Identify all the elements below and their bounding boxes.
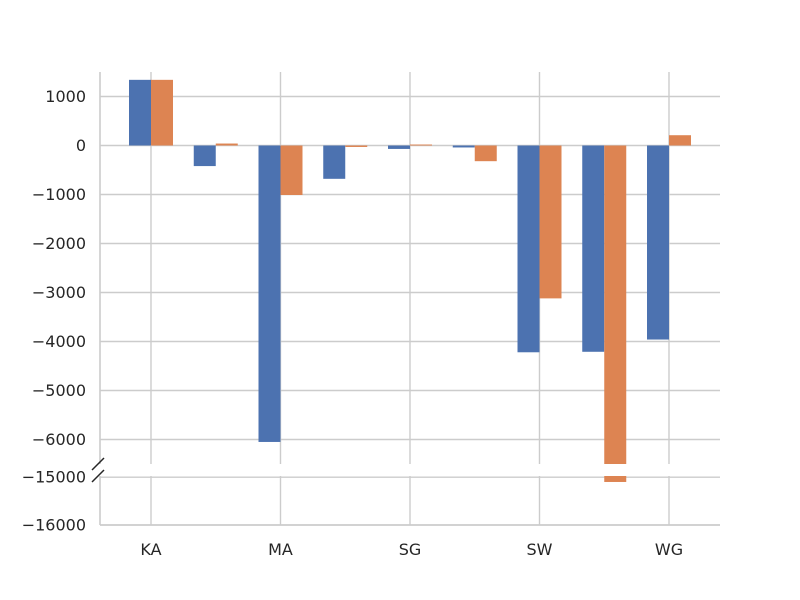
bar-series2: [604, 145, 627, 464]
axes-layer: [91, 72, 720, 526]
x-tick-label: KA: [140, 540, 161, 559]
x-tick-label: SG: [399, 540, 422, 559]
labels-layer: 1000 0 −1000 −2000 −3000 −4000 −5000 −6000 −1500…: [22, 87, 683, 559]
y-tick-label: −5000: [32, 381, 86, 400]
x-tick-label: SW: [527, 540, 553, 559]
grid-layer: [100, 72, 720, 526]
bar-series1: [129, 79, 151, 146]
bar-series2: [215, 143, 238, 146]
bar-series1: [647, 145, 669, 340]
bar-series1: [388, 145, 410, 149]
y-tick-label: −3000: [32, 283, 86, 302]
bar-series2: [280, 145, 303, 195]
y-tick-label: −1000: [32, 185, 86, 204]
bar-series1: [582, 145, 605, 352]
axis-break-mark: [91, 457, 105, 471]
y-tick-label: −6000: [32, 430, 86, 449]
axis-break-mark: [91, 469, 105, 483]
bar-series1: [193, 145, 216, 167]
y-tick-label: −2000: [32, 234, 86, 253]
bar-series2: [669, 135, 691, 146]
y-tick-label: −4000: [32, 332, 86, 351]
bar-series1: [323, 145, 346, 179]
bar-series2: [345, 145, 368, 147]
y-tick-label: −15000: [22, 468, 86, 487]
x-tick-label: MA: [268, 540, 293, 559]
bar-series2: [151, 79, 173, 146]
bar-series2: [410, 144, 432, 146]
x-tick-label: WG: [655, 540, 683, 559]
y-tick-label: −16000: [22, 516, 86, 535]
bar-series2: [539, 145, 562, 299]
bar-series1: [517, 145, 540, 353]
bar-series1: [258, 145, 281, 442]
bars-layer: [129, 79, 691, 482]
y-tick-label: 0: [76, 136, 86, 155]
bar-series1: [452, 145, 475, 148]
bar-series2: [474, 145, 497, 162]
bar-series2: [604, 476, 627, 482]
y-tick-label: 1000: [45, 87, 86, 106]
